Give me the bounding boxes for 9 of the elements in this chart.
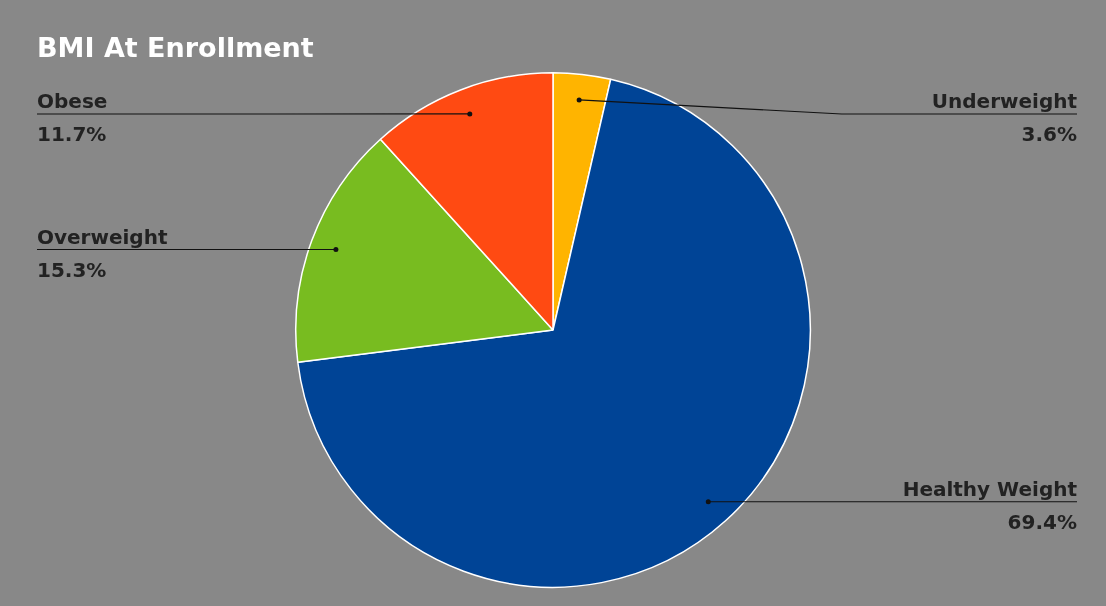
chart-title: BMI At Enrollment: [37, 32, 314, 63]
slice-label: Obese: [37, 89, 108, 113]
slice-label: Underweight: [931, 89, 1078, 113]
data-label: 11.7%: [37, 122, 107, 146]
slice-label: Healthy Weight: [902, 476, 1078, 501]
slice-label: Overweight: [37, 224, 168, 249]
data-label: 69.4%: [1007, 509, 1077, 534]
data-label: 3.6%: [1021, 122, 1077, 146]
data-label: 15.3%: [37, 257, 107, 282]
